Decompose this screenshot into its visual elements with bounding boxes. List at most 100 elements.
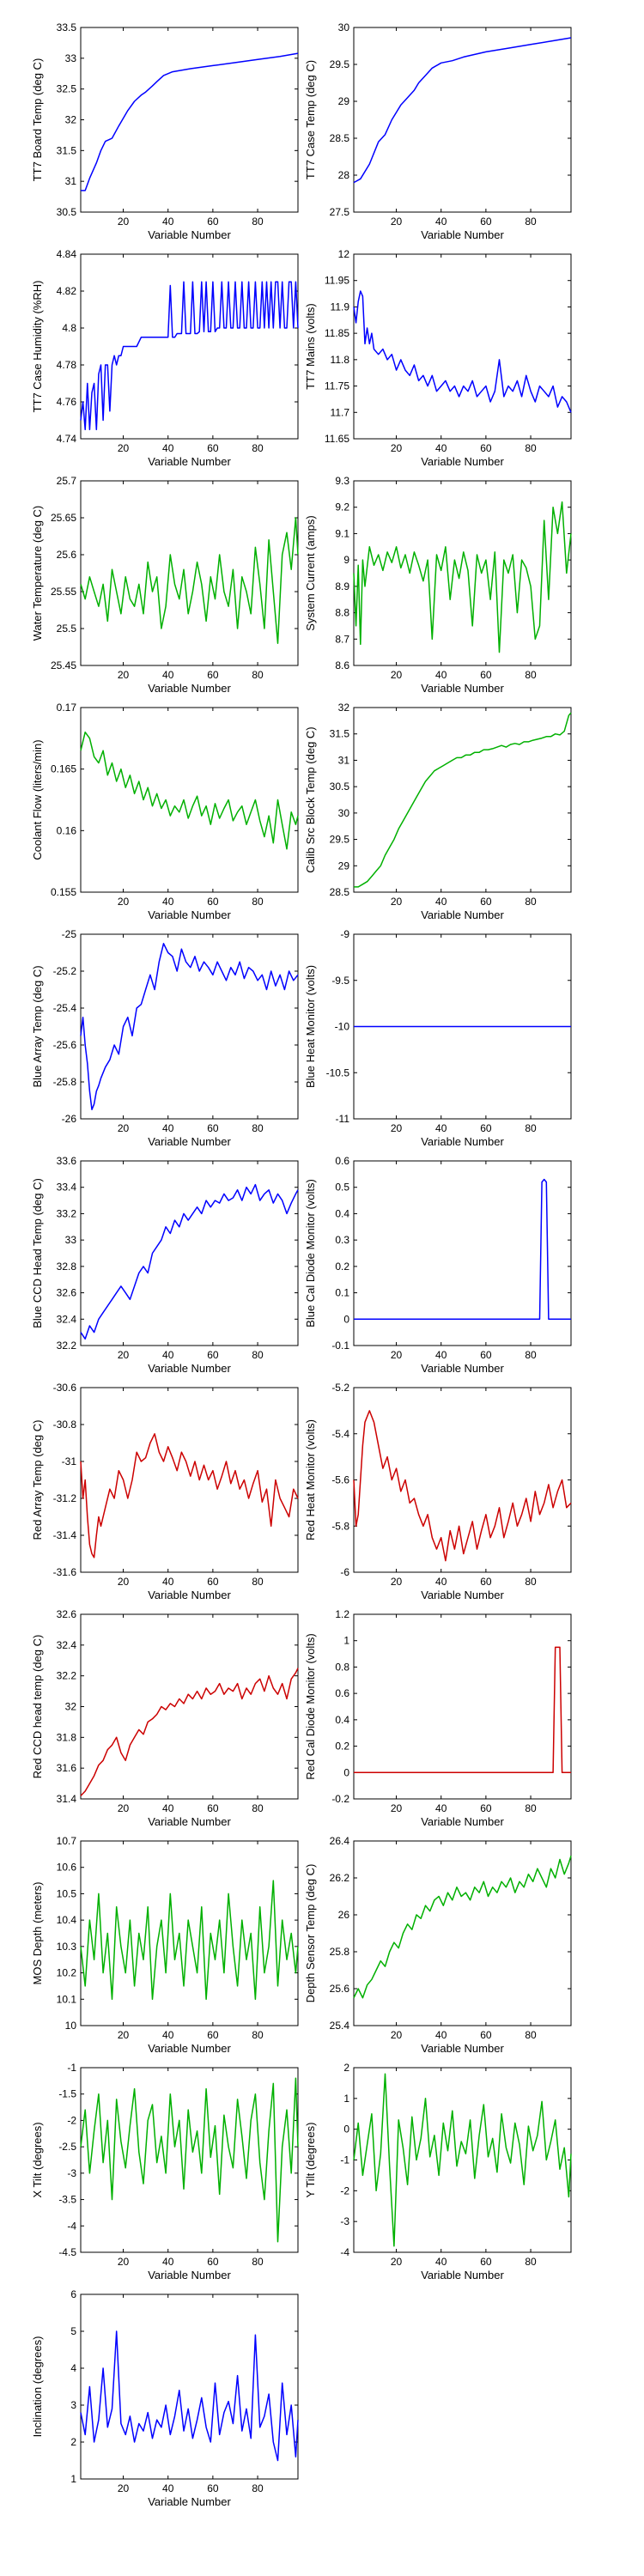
y-tick-label: 4: [70, 2362, 76, 2374]
y-tick-label: -5.2: [331, 1382, 349, 1394]
axes-frame: [80, 253, 299, 440]
y-tick-label: 32.2: [57, 1340, 77, 1352]
axes-frame: [80, 480, 299, 666]
y-tick-label: -4.5: [58, 2246, 76, 2258]
x-tick-label: 40: [162, 1122, 174, 1134]
y-tick-label: 0.8: [335, 1661, 349, 1673]
series-line: [80, 2330, 299, 2462]
axes-frame: [80, 707, 299, 893]
y-tick-label: -2: [67, 2114, 76, 2126]
y-tick-label: 10.7: [57, 1835, 77, 1847]
x-tick-label: 80: [252, 442, 264, 454]
x-axis-label: Variable Number: [421, 228, 504, 241]
chart-9: -26 -25.8 -25.6 -25.4 -25.2 -25 20 40 60 80 Variab…: [31, 928, 299, 1148]
x-tick-label: 60: [207, 216, 219, 228]
y-axis-label: Red CCD head temp (deg C): [31, 1635, 44, 1779]
y-tick-label: 31: [65, 175, 77, 187]
y-tick-label: 8.6: [335, 659, 349, 671]
y-axis-label: MOS Depth (meters): [31, 1882, 44, 1985]
y-axis-label: Water Temperature (deg C): [31, 506, 44, 641]
series-line: [353, 37, 572, 184]
y-tick-label: 4.78: [57, 359, 77, 371]
axes-frame: [353, 707, 572, 893]
x-tick-label: 80: [252, 1349, 264, 1361]
y-tick-label: 11.7: [331, 406, 350, 418]
y-axis-label: TT7 Board Temp (deg C): [31, 58, 44, 182]
y-tick-label: 4.8: [62, 322, 76, 334]
x-tick-label: 20: [391, 896, 403, 908]
y-tick-label: 10.6: [57, 1862, 77, 1874]
y-tick-label: 25.65: [51, 512, 76, 524]
x-tick-label: 40: [162, 2029, 174, 2041]
x-tick-label: 20: [118, 1349, 130, 1361]
y-axis-label: TT7 Case Humidity (%RH): [31, 281, 44, 413]
x-tick-label: 60: [480, 1122, 492, 1134]
axes-frame: [353, 1160, 572, 1346]
axes-frame: [353, 1387, 572, 1573]
x-tick-label: 80: [252, 2482, 264, 2494]
y-tick-label: 0.155: [51, 886, 76, 898]
x-tick-label: 60: [207, 442, 219, 454]
x-axis-label: Variable Number: [421, 1589, 504, 1601]
x-tick-label: 80: [525, 2029, 537, 2041]
x-axis-label: Variable Number: [421, 682, 504, 695]
x-axis-label: Variable Number: [148, 455, 231, 468]
y-tick-label: 32.6: [57, 1608, 77, 1620]
y-tick-label: 30.5: [57, 206, 77, 218]
y-tick-label: 0.17: [57, 702, 77, 714]
y-tick-label: 0.165: [51, 763, 76, 775]
axes-frame: [353, 253, 572, 440]
y-axis-label: TT7 Case Temp (deg C): [304, 60, 317, 179]
x-tick-label: 20: [118, 442, 130, 454]
y-tick-label: -10: [335, 1021, 350, 1033]
y-tick-label: 0.2: [335, 1741, 349, 1753]
series-line: [353, 1410, 572, 1562]
y-tick-label: 31.8: [57, 1731, 77, 1743]
y-tick-label: -9.5: [331, 975, 349, 987]
y-axis-label: Depth Sensor Temp (deg C): [304, 1864, 317, 2003]
y-tick-label: -0.2: [331, 1793, 349, 1805]
y-tick-label: 11.75: [325, 380, 349, 392]
y-axis-label: TT7 Mains (volts): [304, 303, 317, 389]
series-line: [80, 2077, 299, 2243]
y-tick-label: 0: [343, 1766, 349, 1778]
chart-3: 4.74 4.76 4.78 4.8 4.82 4.84 20 40 60 80 Variable …: [31, 248, 299, 468]
x-tick-label: 40: [435, 1802, 447, 1814]
y-axis-label: Red Heat Monitor (volts): [304, 1419, 317, 1540]
x-tick-label: 40: [435, 442, 447, 454]
y-tick-label: -1: [340, 2154, 349, 2166]
x-tick-label: 80: [525, 1349, 537, 1361]
x-tick-label: 40: [162, 1349, 174, 1361]
x-tick-label: 60: [207, 1122, 219, 1134]
y-tick-label: 10.5: [57, 1887, 77, 1899]
y-tick-label: 31.6: [57, 1762, 77, 1774]
y-tick-label: 0.1: [335, 1287, 349, 1299]
series-line: [80, 731, 299, 850]
x-tick-label: 80: [525, 1122, 537, 1134]
series-line: [80, 1880, 299, 2001]
x-tick-label: 40: [162, 669, 174, 681]
y-tick-label: 28: [338, 169, 350, 181]
y-tick-label: -31.6: [53, 1566, 77, 1578]
y-tick-label: 33: [65, 52, 77, 64]
y-tick-label: 9.1: [335, 527, 349, 539]
y-tick-label: -3.5: [58, 2194, 76, 2206]
y-tick-label: 10.3: [57, 1941, 77, 1953]
y-axis-label: Red Array Temp (deg C): [31, 1420, 44, 1540]
x-tick-label: 60: [207, 2256, 219, 2268]
x-tick-label: 60: [480, 2256, 492, 2268]
y-tick-label: 32: [65, 1701, 77, 1713]
chart-20: -4 -3 -2 -1 0 1 2 20 40 60 80 Variable Number Y Tilt…: [304, 2062, 572, 2281]
chart-19: -4.5 -4 -3.5 -3 -2.5 -2 -1.5 -1 20 40 60 80 Variable…: [31, 2062, 299, 2281]
series-line: [81, 52, 299, 191]
y-tick-label: 0.6: [335, 1155, 349, 1167]
y-tick-label: 1.2: [335, 1608, 349, 1620]
y-axis-label: X Tilt (degrees): [31, 2122, 44, 2197]
x-tick-label: 60: [207, 669, 219, 681]
x-tick-label: 40: [162, 1802, 174, 1814]
chart-15: 31.4 31.6 31.8 32 32.2 32.4 32.6 20 40 60 80 Variab…: [31, 1608, 299, 1828]
series-line: [80, 1668, 299, 1796]
axes-frame: [353, 1613, 572, 1800]
series-line: [80, 1433, 299, 1558]
